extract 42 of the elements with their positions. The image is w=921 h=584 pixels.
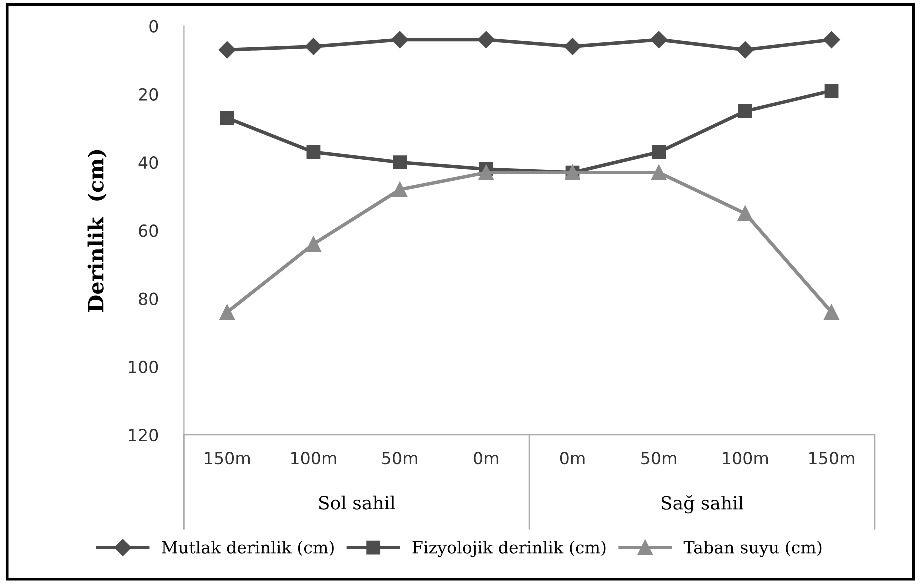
point xyxy=(305,38,322,56)
legend-label: Taban suyu (cm) xyxy=(684,540,822,558)
point xyxy=(823,31,840,48)
point xyxy=(306,145,321,160)
legend-label: Mutlak derinlik (cm) xyxy=(162,540,334,556)
y-tick-label: 60 xyxy=(139,224,158,238)
point xyxy=(392,31,409,48)
x-tick-label: 100m xyxy=(292,452,336,465)
point xyxy=(218,42,236,59)
point xyxy=(652,145,666,160)
point xyxy=(824,84,839,98)
point xyxy=(650,31,668,48)
point xyxy=(478,31,495,48)
point xyxy=(651,165,667,180)
y-tick-label: 0 xyxy=(150,20,158,33)
point xyxy=(306,236,322,252)
legend-label: Fizyolojik derinlik (cm) xyxy=(412,540,606,558)
y-tick-label: 40 xyxy=(138,156,158,170)
point xyxy=(392,182,408,198)
x-tick-label: 100m xyxy=(723,452,768,465)
point xyxy=(478,165,494,180)
x-tick-label: 0m xyxy=(560,452,585,465)
point xyxy=(393,156,408,170)
y-tick-label: 20 xyxy=(139,88,158,101)
x-tick-label: 0m xyxy=(474,452,498,465)
x-tick-label: 50m xyxy=(642,452,676,465)
y-tick-label: 100 xyxy=(129,360,158,374)
point xyxy=(220,111,234,126)
x-tick-label: 50m xyxy=(382,452,418,465)
text: Sol sahil xyxy=(319,496,396,510)
point xyxy=(738,104,752,118)
text: Sağ sahil xyxy=(662,495,744,514)
x-tick-label: 150m xyxy=(205,452,250,465)
y-tick-label: 80 xyxy=(139,292,158,306)
point xyxy=(738,206,754,222)
x-tick-label: 150m xyxy=(810,452,854,465)
y-tick-label: 120 xyxy=(129,429,158,442)
point xyxy=(220,304,236,320)
point xyxy=(736,42,754,59)
point xyxy=(564,38,582,56)
y-axis-title: Derinlik (cm) xyxy=(88,150,107,312)
point xyxy=(824,304,840,320)
